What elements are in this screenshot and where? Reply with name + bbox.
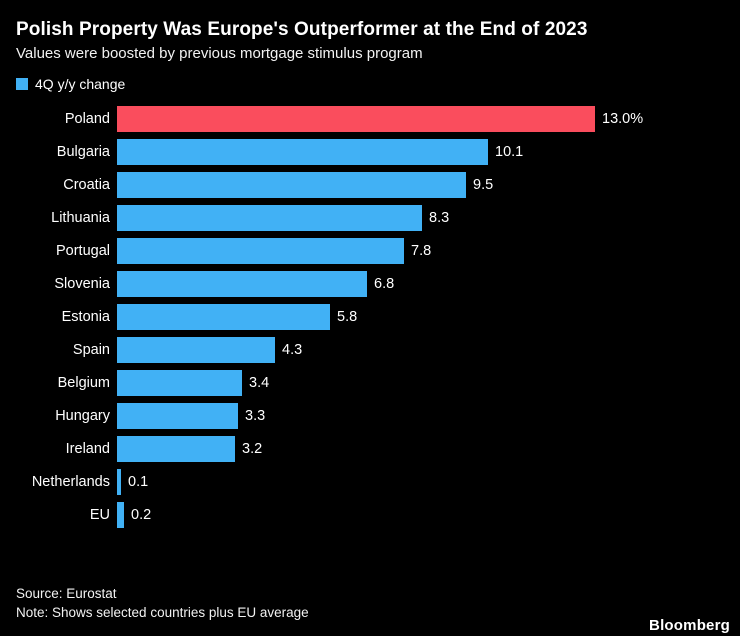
value-label: 3.4 (249, 374, 270, 391)
value-label: 9.5 (473, 176, 494, 193)
value-label: 10.1 (495, 143, 524, 160)
value-label: 3.2 (242, 440, 263, 457)
category-label: Hungary (55, 407, 110, 424)
bar (117, 171, 466, 198)
value-label: 3.3 (245, 407, 266, 424)
category-label: Poland (64, 110, 110, 127)
chart-row: Poland 13.0% (16, 102, 724, 135)
bar (117, 369, 242, 396)
category-label: Netherlands (31, 473, 110, 490)
bar (117, 138, 488, 165)
legend-swatch-icon (16, 78, 28, 90)
chart-row: Spain 4.3 (16, 333, 724, 366)
value-label: 4.3 (282, 341, 303, 358)
chart-row: Lithuania 8.3 (16, 201, 724, 234)
value-label: 0.2 (131, 506, 152, 523)
page-title: Polish Property Was Europe's Outperforme… (16, 19, 588, 40)
bar (117, 402, 238, 429)
chart-row: Croatia 9.5 (16, 168, 724, 201)
category-label: EU (89, 506, 110, 523)
category-label: Estonia (61, 308, 110, 325)
value-label: 8.3 (429, 209, 450, 226)
value-label: 6.8 (374, 275, 395, 292)
bar (117, 303, 330, 330)
bar (117, 435, 235, 462)
value-label: 13.0% (602, 110, 644, 127)
value-label: 7.8 (411, 242, 432, 259)
chart-row: Estonia 5.8 (16, 300, 724, 333)
category-label: Croatia (63, 176, 110, 193)
bar (117, 204, 422, 231)
source-note: Source: Eurostat (16, 586, 117, 601)
chart-row: Ireland 3.2 (16, 432, 724, 465)
value-label: 5.8 (337, 308, 358, 325)
category-label: Portugal (55, 242, 110, 259)
chart-subtitle: Values were boosted by previous mortgage… (16, 45, 423, 62)
chart-row: Belgium 3.4 (16, 366, 724, 399)
chart-row: EU 0.2 (16, 498, 724, 531)
chart-row: Bulgaria 10.1 (16, 135, 724, 168)
chart-row: Hungary 3.3 (16, 399, 724, 432)
bar (117, 105, 595, 132)
chart-row: Slovenia 6.8 (16, 267, 724, 300)
bar (117, 237, 404, 264)
methodology-note: Note: Shows selected countries plus EU a… (16, 605, 309, 620)
category-label: Bulgaria (56, 143, 110, 160)
bar (117, 270, 367, 297)
bar (117, 336, 275, 363)
bar (117, 501, 124, 528)
category-label: Ireland (65, 440, 110, 457)
bar-chart: Poland 13.0% Bulgaria 10.1 Croatia 9.5 Lithuan… (16, 102, 724, 531)
category-label: Slovenia (54, 275, 110, 292)
category-label: Spain (72, 341, 110, 358)
chart-row: Portugal 7.8 (16, 234, 724, 267)
value-label: 0.1 (128, 473, 149, 490)
chart-footer: Source: Eurostat Note: Shows selected co… (16, 584, 724, 622)
chart-legend: 4Q y/y change (16, 76, 724, 92)
bar (117, 468, 121, 495)
category-label: Belgium (57, 374, 110, 391)
bloomberg-logo: Bloomberg (649, 617, 730, 634)
category-label: Lithuania (51, 209, 110, 226)
chart-row: Netherlands 0.1 (16, 465, 724, 498)
legend-label: 4Q y/y change (35, 76, 126, 92)
